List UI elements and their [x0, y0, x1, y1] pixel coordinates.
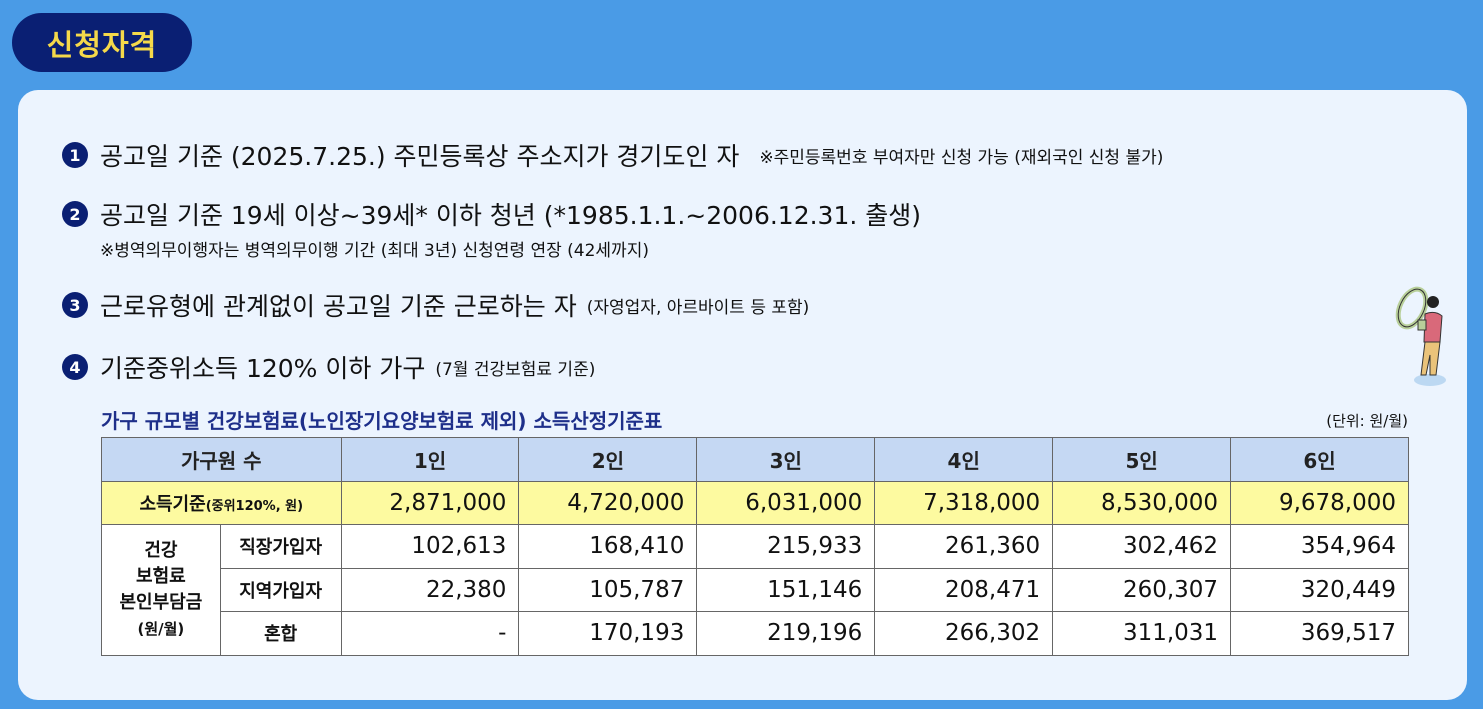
table-row: 혼합 - 170,193 219,196 266,302 311,031 369…	[102, 611, 1409, 656]
group-label: 건강 보험료 본인부담금 (원/월)	[101, 524, 221, 656]
income-cell: 9,678,000	[1230, 480, 1409, 525]
table-cell: 302,462	[1052, 524, 1232, 569]
table-cell: 266,302	[874, 611, 1054, 656]
row-label: 혼합	[219, 611, 342, 656]
group-label-line: 건강	[144, 539, 178, 561]
criterion-text: 공고일 기준 (2025.7.25.) 주민등록상 주소지가 경기도인 자	[100, 142, 740, 171]
income-cell: 6,031,000	[696, 480, 876, 525]
header-cell: 4인	[874, 437, 1054, 482]
table-cell: 151,146	[696, 567, 876, 612]
table-cell: 354,964	[1230, 524, 1409, 569]
number-2-icon: 2	[62, 201, 88, 227]
criterion-4: 4 기준중위소득 120% 이하 가구 (7월 건강보험료 기준)	[62, 349, 595, 385]
table-cell: 369,517	[1230, 611, 1409, 656]
criterion-3: 3 근로유형에 관계없이 공고일 기준 근로하는 자 (자영업자, 아르바이트 …	[62, 287, 809, 323]
table-cell: 102,613	[340, 524, 520, 569]
table-row: 건강 보험료 본인부담금 (원/월) 직장가입자 102,613 168,410…	[101, 524, 1409, 656]
income-label: 소득기준(중위120%, 원)	[101, 480, 342, 525]
header-cell: 2인	[518, 437, 698, 482]
income-cell: 2,871,000	[340, 480, 520, 525]
table-cell: 261,360	[874, 524, 1054, 569]
table-cell: -	[340, 611, 520, 656]
header-cell: 6인	[1230, 437, 1409, 482]
section-title-badge: 신청자격	[12, 13, 192, 72]
table-cell: 208,471	[874, 567, 1054, 612]
row-label: 지역가입자	[219, 567, 342, 612]
table-cell: 311,031	[1052, 611, 1232, 656]
criterion-note: ※주민등록번호 부여자만 신청 가능 (재외국인 신청 불가)	[759, 147, 1164, 168]
criterion-note: (7월 건강보험료 기준)	[435, 359, 596, 380]
header-cell: 3인	[696, 437, 876, 482]
group-label-line: (원/월)	[137, 619, 185, 638]
criterion-text: 공고일 기준 19세 이상~39세* 이하 청년 (*1985.1.1.~200…	[100, 201, 922, 230]
table-cell: 219,196	[696, 611, 876, 656]
header-cell: 1인	[340, 437, 520, 482]
table-cell: 170,193	[518, 611, 698, 656]
table-cell: 105,787	[518, 567, 698, 612]
criterion-note: ※병역의무이행자는 병역의무이행 기간 (최대 3년) 신청연령 연장 (42세…	[100, 241, 649, 261]
row-label: 직장가입자	[219, 524, 342, 569]
table-cell: 22,380	[340, 567, 520, 612]
income-row: 소득기준(중위120%, 원) 2,871,000 4,720,000 6,03…	[101, 480, 1409, 525]
header-household-size: 가구원 수	[101, 437, 342, 482]
table-unit: (단위: 원/월)	[1326, 412, 1408, 430]
table-row: 지역가입자 22,380 105,787 151,146 208,471 260…	[102, 567, 1409, 612]
table-title: 가구 규모별 건강보험료(노인장기요양보험료 제외) 소득산정기준표	[101, 409, 663, 433]
header-cell: 5인	[1052, 437, 1232, 482]
number-1-icon: 1	[62, 142, 88, 168]
person-magnifier-illustration	[1395, 286, 1446, 386]
number-4-icon: 4	[62, 354, 88, 380]
header-row: 가구원 수 1인 2인 3인 4인 5인 6인	[101, 437, 1409, 482]
income-cell: 4,720,000	[518, 480, 698, 525]
criterion-2: 2 공고일 기준 19세 이상~39세* 이하 청년 (*1985.1.1.~2…	[62, 196, 921, 232]
number-3-icon: 3	[62, 292, 88, 318]
group-label-line: 본인부담금	[119, 591, 203, 613]
income-label-small: (중위120%, 원)	[205, 498, 304, 514]
criterion-text: 근로유형에 관계없이 공고일 기준 근로하는 자	[100, 292, 577, 321]
income-standard-table: 가구원 수 1인 2인 3인 4인 5인 6인 소득기준(중위120%, 원) …	[101, 437, 1409, 656]
income-label-text: 소득기준	[139, 493, 206, 515]
group-label-line: 보험료	[136, 565, 186, 587]
table-cell: 168,410	[518, 524, 698, 569]
table-cell: 215,933	[696, 524, 876, 569]
criterion-text: 기준중위소득 120% 이하 가구	[100, 354, 426, 383]
table-cell: 320,449	[1230, 567, 1409, 612]
table-cell: 260,307	[1052, 567, 1232, 612]
income-cell: 7,318,000	[874, 480, 1054, 525]
criterion-note: (자영업자, 아르바이트 등 포함)	[586, 297, 810, 318]
income-cell: 8,530,000	[1052, 480, 1232, 525]
criterion-1: 1 공고일 기준 (2025.7.25.) 주민등록상 주소지가 경기도인 자 …	[62, 137, 1163, 173]
